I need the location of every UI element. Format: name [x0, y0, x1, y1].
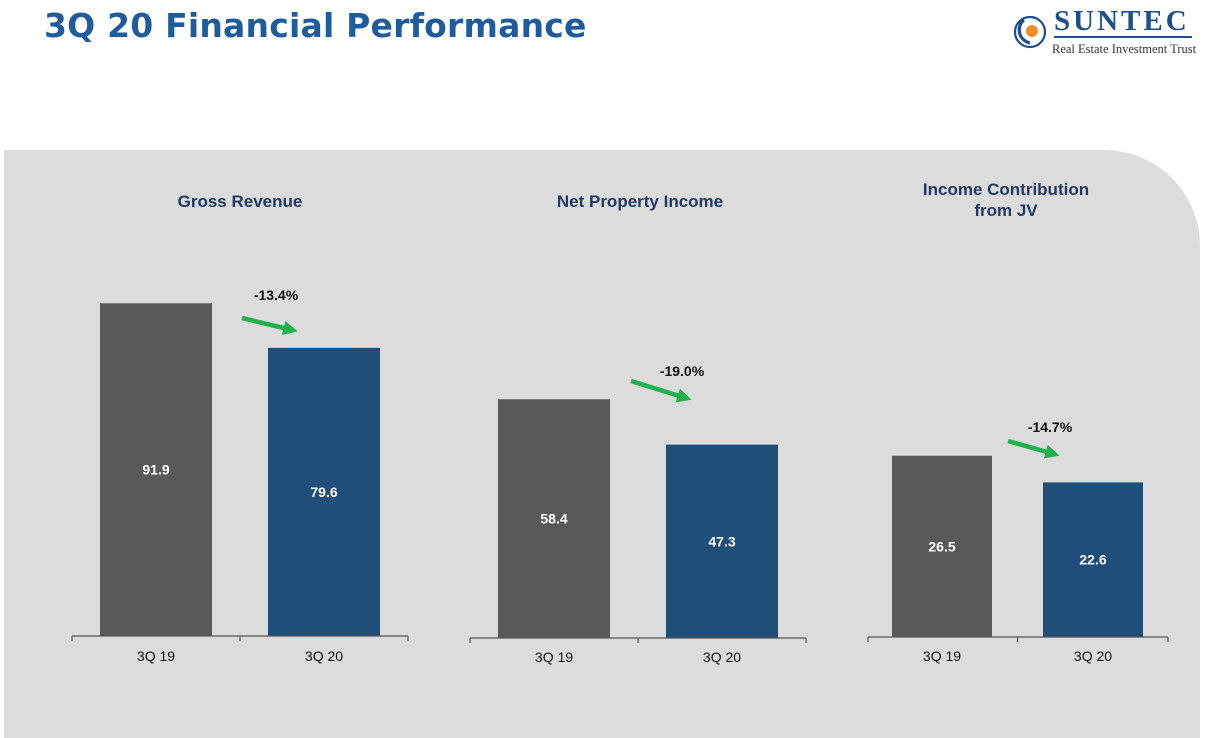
- jv-income-bar-current: [1043, 482, 1143, 637]
- gross-revenue-category-label: 3Q 19: [137, 648, 175, 664]
- jv-income-value-label: 26.5: [928, 538, 955, 554]
- gross-revenue-change-label: -13.4%: [254, 287, 299, 303]
- net-property-income-bar-prior: [498, 399, 610, 638]
- net-property-income-value-label: 58.4: [540, 511, 567, 527]
- page-title: 3Q 20 Financial Performance: [44, 6, 587, 45]
- gross-revenue-chart-title: Gross Revenue: [178, 192, 303, 211]
- logo-name: SUNTEC: [1054, 5, 1192, 38]
- logo-subtitle: Real Estate Investment Trust: [1052, 42, 1197, 56]
- jv-income-category-label: 3Q 20: [1074, 648, 1112, 664]
- gross-revenue-category-label: 3Q 20: [305, 648, 343, 664]
- jv-income-chart-title: from JV: [974, 201, 1038, 220]
- net-property-income-category-label: 3Q 19: [535, 649, 573, 665]
- jv-income-value-label: 22.6: [1079, 552, 1106, 568]
- net-property-income-bar-current: [666, 444, 778, 638]
- net-property-income-change-label: -19.0%: [660, 363, 705, 379]
- net-property-income-value-label: 47.3: [708, 533, 735, 549]
- gross-revenue-decline-arrow-icon: [241, 315, 298, 335]
- jv-income-change-label: -14.7%: [1028, 419, 1073, 435]
- net-property-income-decline-arrow-icon: [630, 378, 692, 403]
- suntec-logo-mark: [1013, 15, 1047, 49]
- gross-revenue-bar-prior: [100, 303, 212, 636]
- gross-revenue-value-label: 79.6: [310, 484, 337, 500]
- jv-income-bar-prior: [892, 455, 992, 637]
- suntec-logo: SUNTEC Real Estate Investment Trust: [1010, 6, 1215, 62]
- net-property-income-chart-title: Net Property Income: [557, 192, 723, 211]
- jv-income-category-label: 3Q 19: [923, 648, 961, 664]
- jv-income-chart-title: Income Contribution: [923, 180, 1089, 199]
- net-property-income-category-label: 3Q 20: [703, 649, 741, 665]
- gross-revenue-bar-current: [268, 347, 380, 636]
- gross-revenue-value-label: 91.9: [142, 462, 169, 478]
- jv-income-decline-arrow-icon: [1007, 438, 1060, 459]
